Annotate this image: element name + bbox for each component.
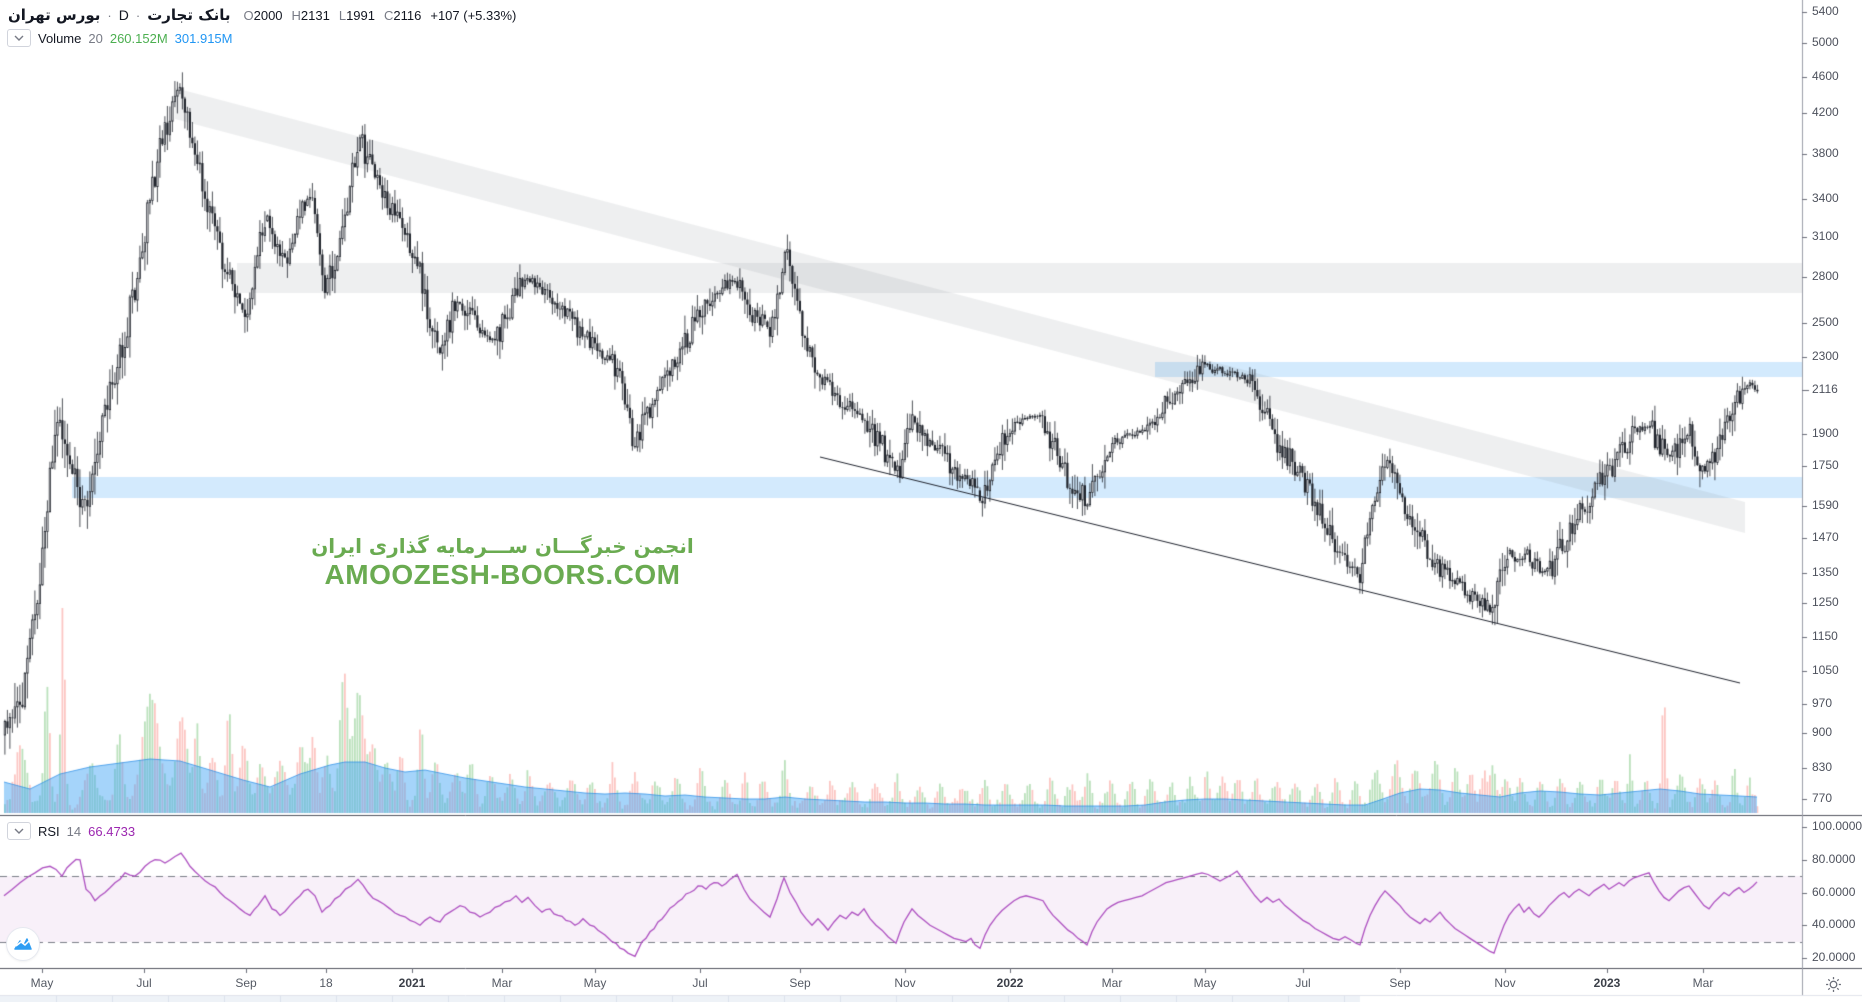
price-axis-label: 1590 (1812, 498, 1839, 512)
time-axis-label: Sep (789, 976, 811, 990)
price-axis-label: 3400 (1812, 191, 1839, 205)
time-axis-label: Mar (491, 976, 513, 990)
price-axis-label: 1050 (1812, 663, 1839, 677)
close-value: C2116 (384, 7, 422, 23)
price-axis-label: 5000 (1812, 35, 1839, 49)
chevron-down-icon[interactable] (7, 822, 31, 840)
exchange-name[interactable]: بورس تهران (8, 6, 101, 24)
time-axis-label: May (30, 976, 54, 990)
low-value: L1991 (338, 7, 375, 23)
time-axis-label: 2023 (1593, 976, 1621, 990)
time-axis-label: 2022 (996, 976, 1024, 990)
price-axis-label: 4600 (1812, 69, 1839, 83)
timeframe-label[interactable]: D (118, 7, 129, 23)
rsi-axis-label: 100.0000 (1812, 819, 1862, 833)
rsi-axis-label: 40.0000 (1812, 917, 1856, 931)
rsi-axis-label: 60.0000 (1812, 885, 1856, 899)
time-axis-label: May (583, 976, 607, 990)
time-axis-label: Sep (1389, 976, 1411, 990)
price-axis-label: 2800 (1812, 269, 1839, 283)
time-axis-label: Jul (692, 976, 708, 990)
time-axis-label: 18 (319, 976, 333, 990)
ohlc-values: O2000 H2131 L1991 C2116 +107 (+5.33%) (243, 8, 516, 23)
time-axis-label: Nov (894, 976, 916, 990)
price-axis-label: 1250 (1812, 595, 1839, 609)
time-axis-label: Mar (1692, 976, 1714, 990)
rsi-value: 66.4733 (88, 823, 136, 839)
rsi-indicator-label[interactable]: RSI (38, 823, 60, 839)
separator-dot: · (135, 7, 141, 23)
price-axis-label: 3100 (1812, 229, 1839, 243)
price-axis-label: 970 (1812, 696, 1833, 710)
time-axis-label: Nov (1494, 976, 1516, 990)
chart-logo-icon[interactable] (6, 927, 40, 961)
time-axis-label: Sep (235, 976, 257, 990)
price-axis-label: 2500 (1812, 315, 1839, 329)
price-axis-label: 1350 (1812, 565, 1839, 579)
open-value: O2000 (243, 7, 283, 23)
price-axis-label: 4200 (1812, 105, 1839, 119)
rsi-indicator-length: 14 (66, 823, 82, 839)
separator-dot: · (107, 7, 112, 23)
time-axis-label: 2021 (398, 976, 426, 990)
price-axis-label: 770 (1812, 791, 1833, 805)
rsi-axis-label: 80.0000 (1812, 852, 1856, 866)
volume-value: 301.915M (174, 30, 233, 46)
price-axis-label: 1470 (1812, 530, 1839, 544)
time-axis-label: Jul (1295, 976, 1311, 990)
price-axis-label: 1900 (1812, 426, 1839, 440)
time-axis-label: Mar (1101, 976, 1123, 990)
price-axis-label: 3800 (1812, 146, 1839, 160)
symbol-name[interactable]: بانک تجارت (147, 6, 231, 24)
time-axis-label: Jul (136, 976, 152, 990)
volume-indicator-length: 20 (88, 30, 103, 46)
rsi-axis-label: 20.0000 (1812, 950, 1856, 964)
chevron-down-icon[interactable] (7, 29, 31, 47)
gear-icon[interactable] (1824, 975, 1842, 993)
volume-indicator-label[interactable]: Volume (38, 30, 82, 46)
change-value: +107 (+5.33%) (430, 7, 517, 23)
price-axis-label: 1150 (1812, 629, 1838, 643)
price-axis-label: 5400 (1812, 4, 1839, 18)
high-value: H2131 (291, 7, 330, 23)
time-axis-label: May (1193, 976, 1217, 990)
symbol-header: بورس تهران · D · بانک تجارت O2000 H2131 … (8, 5, 516, 25)
price-axis-label: 2300 (1812, 349, 1839, 363)
rsi-indicator-row: RSI 14 66.4733 (7, 822, 135, 840)
price-axis-label: 1750 (1812, 458, 1839, 472)
volume-ma-value: 260.152M (109, 30, 168, 46)
current-price-label: 2116 (1812, 382, 1838, 396)
volume-indicator-row: Volume 20 260.152M 301.915M (7, 29, 233, 47)
price-axis-label: 900 (1812, 725, 1833, 739)
price-axis-label: 830 (1812, 760, 1833, 774)
